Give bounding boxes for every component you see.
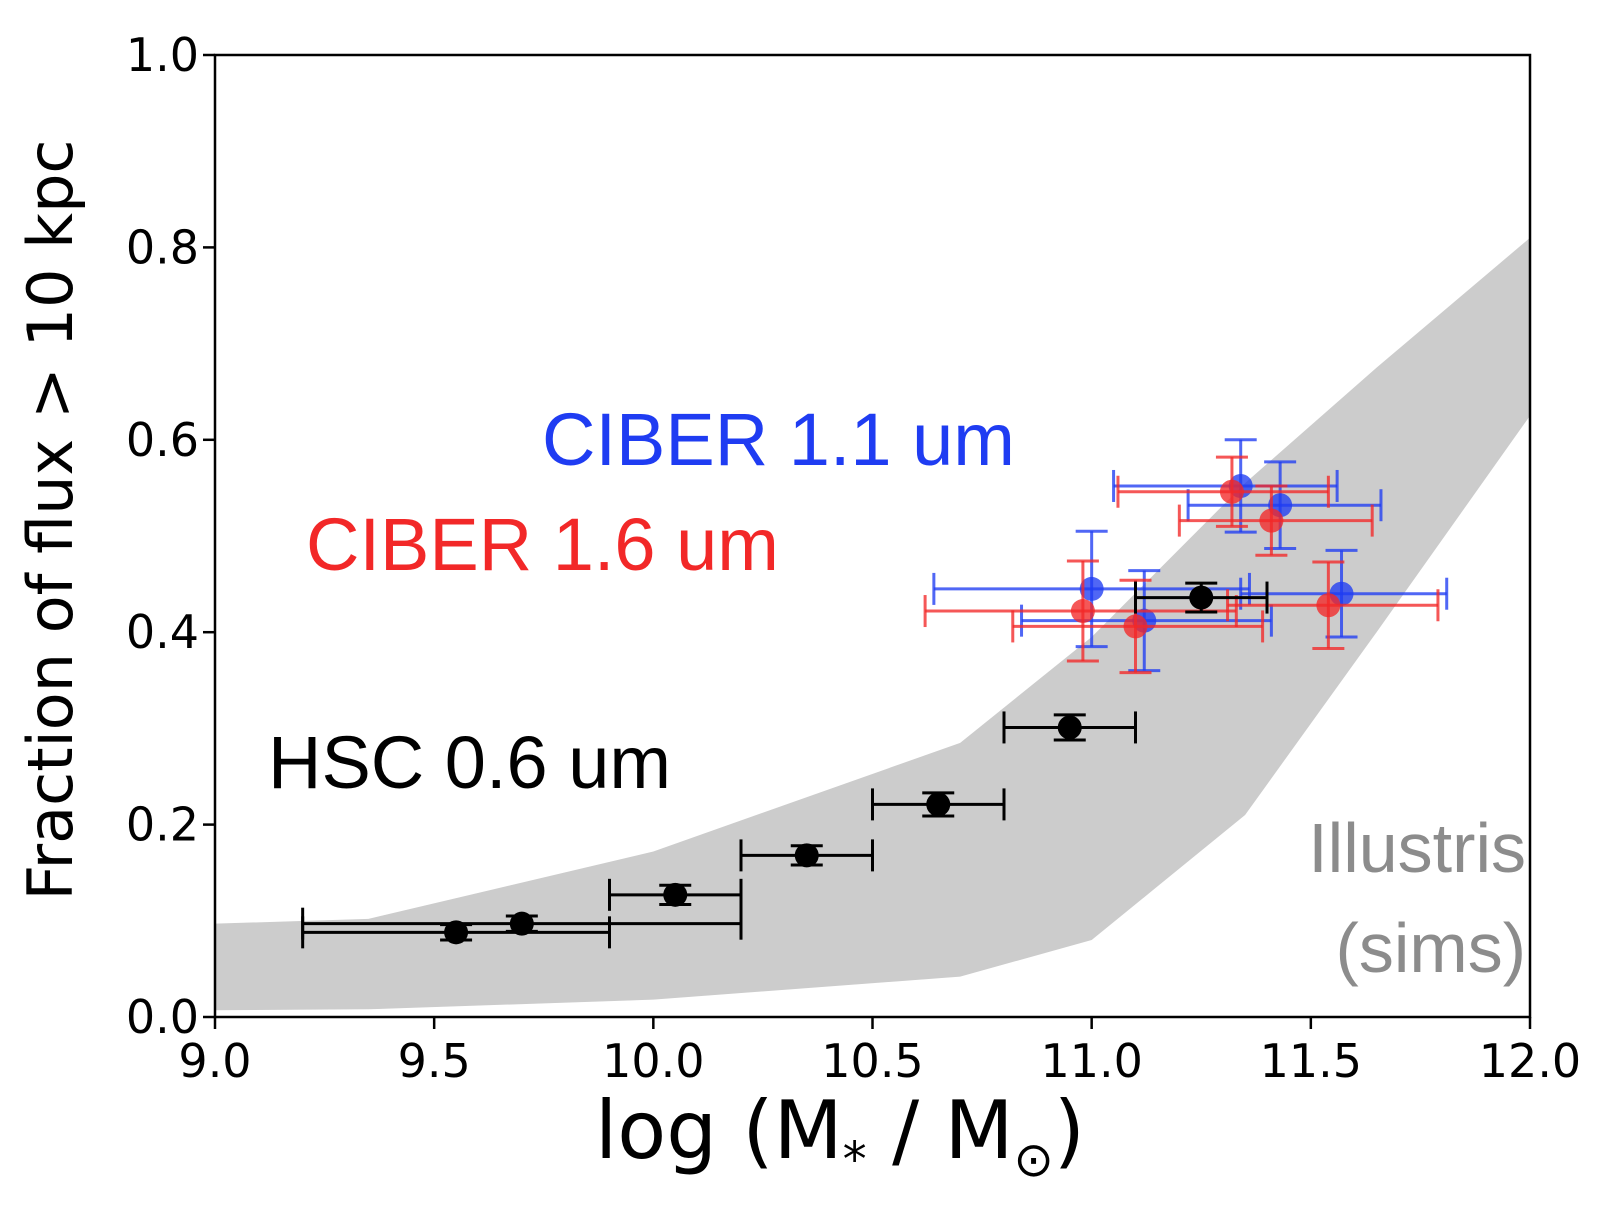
annotation-sims: (sims) [1336, 909, 1526, 987]
data-point [926, 792, 951, 817]
data-point [1219, 479, 1244, 504]
y-axis-ticks: 0.0 0.2 0.4 0.6 0.8 1.0 [126, 28, 215, 1044]
y-tick-label: 0.2 [126, 798, 199, 852]
data-point [444, 920, 469, 945]
y-tick-label: 0.6 [126, 413, 199, 467]
y-tick-label: 1.0 [126, 28, 199, 82]
x-tick-label: 11.5 [1260, 1034, 1362, 1088]
series-ciber-1-6-um [923, 455, 1440, 675]
series-ciber-1-1-um [932, 438, 1449, 673]
x-tick-label: 9.5 [398, 1034, 471, 1088]
x-axis-title-part: log (M [595, 1084, 843, 1177]
data-point [1259, 508, 1284, 533]
series-layer [301, 438, 1449, 949]
x-tick-label: 12.0 [1479, 1034, 1581, 1088]
data-point [509, 911, 534, 936]
y-axis-title: Fraction of flux > 10 kpc [14, 139, 87, 900]
data-point [1123, 614, 1148, 639]
data-point [794, 843, 819, 868]
x-axis-ticks: 9.0 9.5 10.0 10.5 11.0 11.5 12.0 [178, 1017, 1581, 1088]
x-tick-label: 10.0 [602, 1034, 704, 1088]
x-axis-title: log (M* / M⊙) [595, 1084, 1085, 1188]
x-axis-title-subscript: * [843, 1132, 867, 1188]
x-axis-title-part: ) [1054, 1084, 1085, 1177]
data-point [1057, 715, 1082, 740]
data-point [1070, 599, 1095, 624]
data-point [663, 882, 688, 907]
data-point [1316, 593, 1341, 618]
y-tick-label: 0.4 [126, 605, 199, 659]
y-tick-label: 0.0 [126, 990, 199, 1044]
annotation-ciber-1-1: CIBER 1.1 um [542, 398, 1015, 481]
x-axis-title-subscript: ⊙ [1014, 1132, 1054, 1188]
x-tick-label: 11.0 [1040, 1034, 1142, 1088]
y-tick-label: 0.8 [126, 220, 199, 274]
data-point [1079, 576, 1104, 601]
illustris-band [215, 237, 1530, 1011]
plot-area [213, 53, 1532, 1019]
data-point [1189, 585, 1214, 610]
x-axis-title-part: / M [867, 1084, 1014, 1177]
annotation-ciber-1-6: CIBER 1.6 um [306, 503, 779, 586]
annotation-illustris: Illustris [1308, 809, 1526, 887]
x-tick-label: 9.0 [178, 1034, 251, 1088]
annotation-hsc-0-6: HSC 0.6 um [268, 721, 671, 804]
series-hsc-0-6-um [301, 581, 1269, 949]
x-tick-label: 10.5 [821, 1034, 923, 1088]
